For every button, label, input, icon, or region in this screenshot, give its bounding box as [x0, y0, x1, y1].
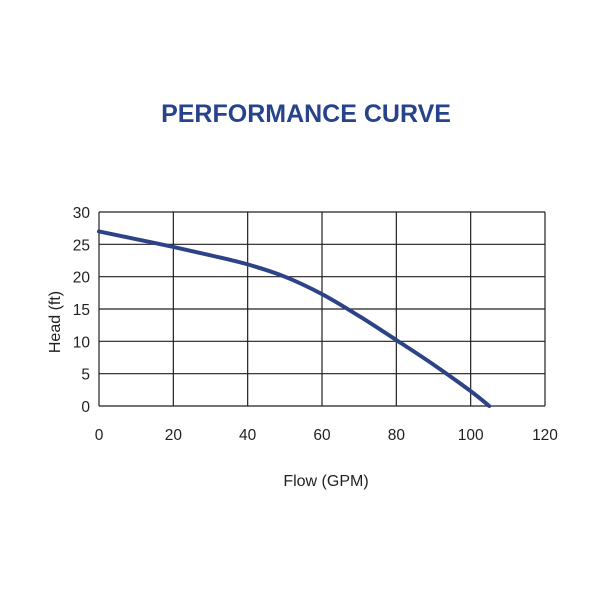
x-axis-ticks: 0 20 40 60 80 100 120 — [95, 427, 559, 444]
series-group — [97, 229, 492, 408]
x-tick-label-20: 20 — [165, 427, 183, 444]
y-tick-label-5: 5 — [81, 367, 90, 384]
x-tick-label-80: 80 — [388, 427, 406, 444]
x-tick-label-60: 60 — [313, 427, 331, 444]
x-tick-label-100: 100 — [458, 427, 484, 444]
x-axis-label: Flow (GPM) — [283, 473, 368, 490]
y-tick-label-30: 30 — [73, 205, 91, 222]
y-axis-label: Head (ft) — [47, 291, 64, 353]
y-tick-label-15: 15 — [73, 302, 90, 319]
y-tick-label-20: 20 — [73, 270, 91, 287]
series-line-0 — [97, 229, 492, 408]
y-tick-label-25: 25 — [73, 237, 90, 254]
plot-grid — [98, 211, 546, 407]
y-tick-label-0: 0 — [81, 399, 90, 416]
y-tick-label-10: 10 — [73, 334, 91, 351]
chart-title: PERFORMANCE CURVE — [161, 100, 451, 128]
x-tick-label-0: 0 — [95, 427, 104, 444]
x-tick-label-120: 120 — [532, 427, 558, 444]
x-tick-label-40: 40 — [239, 427, 257, 444]
y-axis-ticks: 0 5 10 15 20 25 30 — [73, 205, 91, 416]
